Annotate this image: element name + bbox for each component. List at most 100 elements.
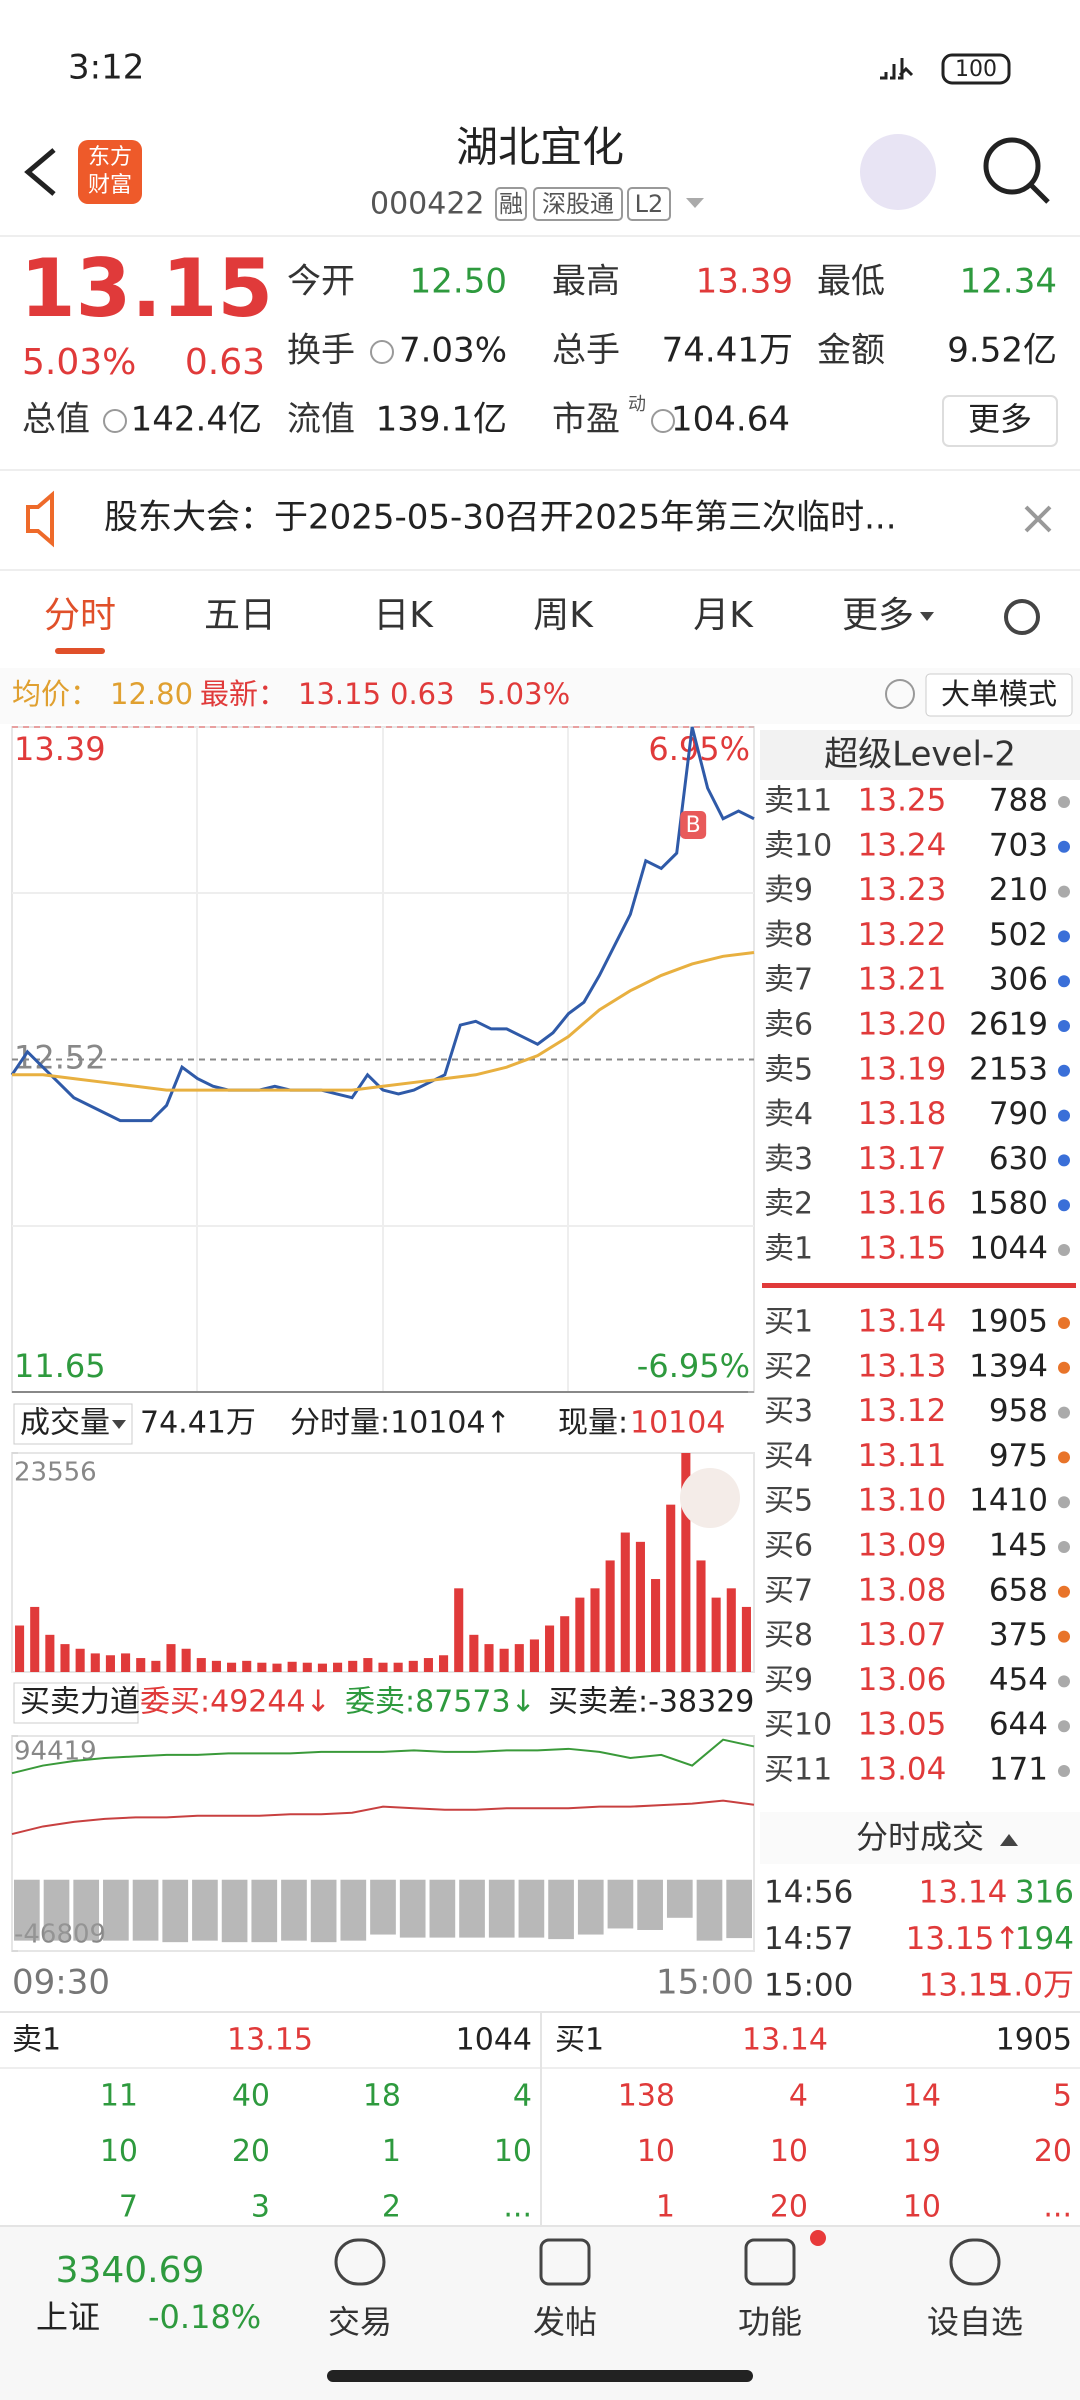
info-icon[interactable] bbox=[103, 409, 127, 433]
more-button[interactable] bbox=[942, 395, 1058, 447]
queue-order: 3 bbox=[251, 2190, 270, 2225]
volume-bar bbox=[257, 1662, 267, 1672]
volume-header-box[interactable] bbox=[13, 1403, 133, 1445]
change-pct: 5.03% bbox=[22, 342, 136, 383]
avg-label: 均价： bbox=[12, 677, 99, 711]
tab[interactable]: 月K bbox=[693, 595, 754, 636]
stat-label: 今开 bbox=[287, 262, 355, 302]
diff-bar bbox=[518, 1879, 545, 1938]
nav-label[interactable]: 设自选 bbox=[927, 2303, 1023, 2341]
trades-title[interactable]: 分时成交 bbox=[856, 1818, 984, 1856]
search-button[interactable] bbox=[983, 137, 1041, 195]
tab[interactable]: 五日 bbox=[204, 595, 276, 636]
volume-bar bbox=[560, 1616, 570, 1672]
diff-bar bbox=[192, 1879, 218, 1941]
volume-bar bbox=[529, 1639, 539, 1672]
nav-icon[interactable] bbox=[539, 2238, 591, 2286]
book-label: 买2 bbox=[764, 1349, 813, 1384]
info-icon[interactable] bbox=[370, 340, 394, 364]
nav-icon[interactable] bbox=[334, 2238, 386, 2286]
mode-label[interactable]: 大单模式 bbox=[941, 677, 1057, 711]
book-price: 13.22 bbox=[858, 917, 947, 953]
queue-order: 7 bbox=[119, 2190, 138, 2225]
flow-header-box[interactable] bbox=[13, 1682, 139, 1724]
close-notice[interactable] bbox=[1024, 505, 1052, 533]
diff-bar bbox=[370, 1879, 396, 1935]
stock-code: 000422 bbox=[370, 187, 485, 222]
index-change[interactable]: -0.18% bbox=[148, 2298, 261, 2336]
expand-button[interactable] bbox=[680, 1468, 740, 1528]
volume-bar bbox=[287, 1661, 297, 1672]
nav-label[interactable]: 功能 bbox=[738, 2303, 802, 2341]
tab[interactable]: 日K bbox=[373, 595, 434, 636]
info-bar bbox=[0, 668, 1080, 724]
trade-volume: 316 bbox=[1015, 1875, 1074, 1911]
nav-label[interactable]: 交易 bbox=[328, 2303, 392, 2341]
y-tick-label: 12.52 bbox=[14, 1039, 106, 1077]
diff-bar bbox=[251, 1879, 278, 1943]
tab[interactable]: 分时 bbox=[44, 595, 116, 636]
book-label: 卖3 bbox=[764, 1142, 813, 1177]
volume-bar bbox=[681, 1453, 691, 1672]
volume-bar bbox=[590, 1588, 600, 1672]
book-price: 13.14 bbox=[858, 1304, 947, 1340]
book-label: 卖5 bbox=[764, 1052, 813, 1087]
volume-bar bbox=[696, 1560, 706, 1672]
book-volume: 658 bbox=[989, 1572, 1048, 1608]
flow-title[interactable]: 买卖力道 bbox=[20, 1685, 140, 1720]
index-name[interactable]: 上证 bbox=[36, 2298, 100, 2336]
book-dot bbox=[1058, 1675, 1070, 1688]
info-icon[interactable] bbox=[651, 409, 675, 433]
book-price: 13.15 bbox=[858, 1231, 947, 1267]
back-button[interactable] bbox=[24, 148, 56, 196]
more-button-label[interactable]: 更多 bbox=[968, 400, 1032, 438]
volume-total: 74.41万 bbox=[140, 1406, 256, 1441]
volume-bar bbox=[60, 1644, 70, 1672]
tab[interactable]: 周K bbox=[533, 595, 594, 636]
book-dot bbox=[1058, 1451, 1070, 1464]
flow-legend: 委卖:87573↓ bbox=[345, 1685, 536, 1720]
volume-bar bbox=[741, 1606, 751, 1672]
volume-bar bbox=[151, 1660, 161, 1672]
book-price: 13.10 bbox=[858, 1483, 947, 1519]
queue-order: 4 bbox=[789, 2079, 808, 2114]
diff-bar bbox=[459, 1879, 485, 1938]
stat-value: 13.39 bbox=[696, 262, 793, 302]
book-volume: 1410 bbox=[969, 1483, 1048, 1519]
tag-box bbox=[495, 187, 527, 221]
queue-order: 40 bbox=[232, 2079, 270, 2114]
tag-box bbox=[533, 187, 623, 221]
stat-value: 74.41万 bbox=[662, 331, 793, 371]
y2-tick-label: -6.95% bbox=[637, 1347, 750, 1385]
book-price: 13.06 bbox=[858, 1662, 947, 1698]
notice-text[interactable]: 股东大会：于2025-05-30召开2025年第三次临时... bbox=[104, 498, 897, 538]
volume-current-label: 现量: bbox=[558, 1406, 628, 1441]
logo-text: 财富 bbox=[88, 173, 132, 198]
stat-label: 金额 bbox=[817, 331, 885, 371]
dropdown-arrow[interactable] bbox=[686, 198, 704, 208]
book-volume: 703 bbox=[989, 827, 1048, 863]
volume-bar bbox=[227, 1662, 237, 1672]
help-icon[interactable] bbox=[885, 679, 915, 709]
diff-bar bbox=[726, 1879, 752, 1939]
assistant-avatar[interactable] bbox=[860, 134, 936, 210]
tab[interactable]: 更多 bbox=[842, 595, 914, 636]
queue-order: 10 bbox=[903, 2190, 941, 2225]
book-price: 13.23 bbox=[858, 872, 947, 908]
mode-button[interactable] bbox=[925, 673, 1073, 717]
book-label: 卖7 bbox=[764, 963, 813, 998]
home-indicator bbox=[327, 2370, 753, 2382]
book-volume: 1394 bbox=[969, 1348, 1048, 1384]
nav-icon[interactable] bbox=[949, 2238, 1001, 2286]
book-volume: 788 bbox=[989, 783, 1048, 819]
volume-title[interactable]: 成交量 bbox=[20, 1406, 110, 1441]
settings-button[interactable] bbox=[1004, 599, 1040, 635]
book-label: 买1 bbox=[764, 1305, 813, 1340]
stock-name: 湖北宜化 bbox=[456, 123, 624, 172]
nav-icon[interactable] bbox=[744, 2238, 796, 2286]
notice-bar[interactable] bbox=[0, 470, 1080, 570]
level2-title: 超级Level-2 bbox=[824, 735, 1016, 775]
nav-label[interactable]: 发帖 bbox=[533, 2303, 597, 2341]
index-value[interactable]: 3340.69 bbox=[56, 2250, 205, 2291]
stat-label: 最低 bbox=[817, 262, 885, 302]
